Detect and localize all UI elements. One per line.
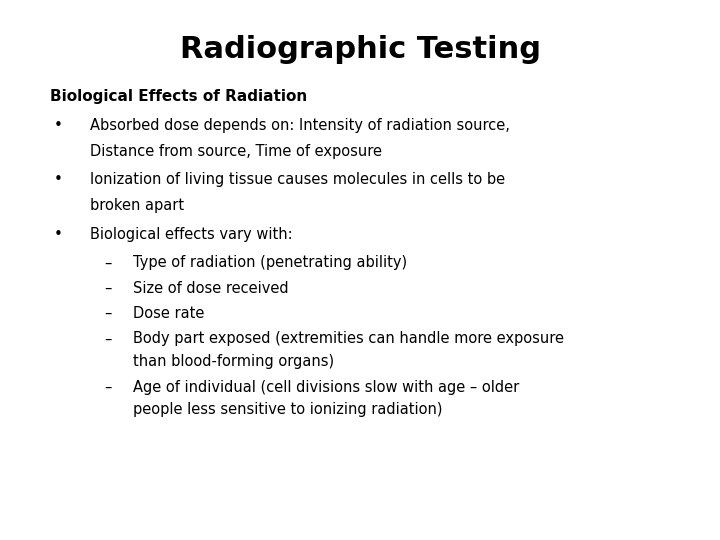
Text: Type of radiation (penetrating ability): Type of radiation (penetrating ability) (133, 255, 408, 271)
Text: Distance from source, Time of exposure: Distance from source, Time of exposure (90, 144, 382, 159)
Text: Biological Effects of Radiation: Biological Effects of Radiation (50, 89, 307, 104)
Text: Ionization of living tissue causes molecules in cells to be: Ionization of living tissue causes molec… (90, 172, 505, 187)
Text: Biological effects vary with:: Biological effects vary with: (90, 227, 292, 242)
Text: Dose rate: Dose rate (133, 306, 204, 321)
Text: –: – (104, 332, 112, 347)
Text: •: • (54, 118, 63, 133)
Text: Age of individual (cell divisions slow with age – older: Age of individual (cell divisions slow w… (133, 380, 519, 395)
Text: than blood-forming organs): than blood-forming organs) (133, 354, 334, 369)
Text: –: – (104, 380, 112, 395)
Text: Size of dose received: Size of dose received (133, 281, 289, 296)
Text: Absorbed dose depends on: Intensity of radiation source,: Absorbed dose depends on: Intensity of r… (90, 118, 510, 133)
Text: Body part exposed (extremities can handle more exposure: Body part exposed (extremities can handl… (133, 332, 564, 347)
Text: Radiographic Testing: Radiographic Testing (179, 35, 541, 64)
Text: –: – (104, 255, 112, 271)
Text: –: – (104, 306, 112, 321)
Text: –: – (104, 281, 112, 296)
Text: broken apart: broken apart (90, 198, 184, 213)
Text: •: • (54, 227, 63, 242)
Text: people less sensitive to ionizing radiation): people less sensitive to ionizing radiat… (133, 402, 443, 417)
Text: •: • (54, 172, 63, 187)
